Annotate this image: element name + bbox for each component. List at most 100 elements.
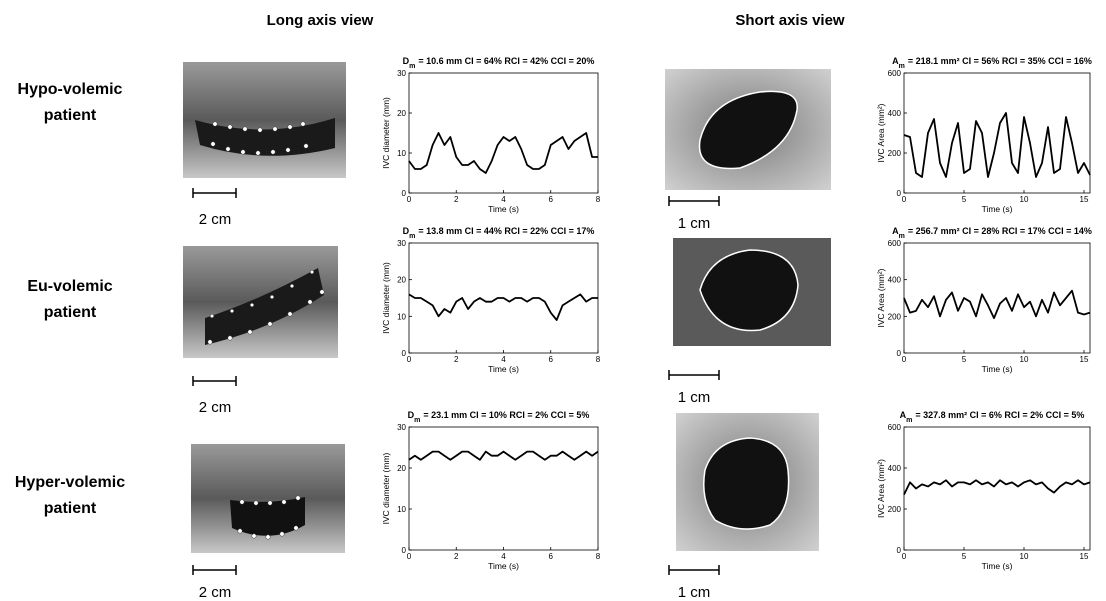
scale-label: 1 cm <box>678 389 711 406</box>
x-tick-label: 15 <box>1080 355 1089 364</box>
y-tick-label: 10 <box>397 149 406 158</box>
y-tick-label: 30 <box>397 69 406 78</box>
title-text: = 13.8 mm CI = 44% RCI = 22% CCI = 17% <box>418 226 594 236</box>
scale-label: 2 cm <box>199 211 232 228</box>
x-tick-label: 0 <box>902 552 907 561</box>
title-symbol: A <box>892 56 899 66</box>
x-tick-label: 5 <box>962 355 967 364</box>
y-tick-label: 400 <box>888 276 902 285</box>
y-axis-label: IVC diameter (mm) <box>381 452 391 524</box>
y-tick-label: 30 <box>397 423 406 432</box>
y-axis-label: IVC Area (mm²) <box>876 459 886 518</box>
x-tick-label: 6 <box>549 552 554 561</box>
x-tick-label: 15 <box>1080 195 1089 204</box>
title-symbol: A <box>892 226 899 236</box>
y-axis-label: IVC Area (mm²) <box>876 268 886 327</box>
title-subscript: m <box>906 417 912 424</box>
title-text: = 23.1 mm CI = 10% RCI = 2% CCI = 5% <box>423 410 589 420</box>
title-subscript: m <box>899 63 905 70</box>
row-label: patient <box>44 304 97 321</box>
y-tick-label: 400 <box>888 464 902 473</box>
title-text: = 10.6 mm CI = 64% RCI = 42% CCI = 20% <box>418 56 594 66</box>
x-axis-label: Time (s) <box>982 204 1013 214</box>
x-tick-label: 10 <box>1020 195 1029 204</box>
x-tick-label: 2 <box>454 355 459 364</box>
y-tick-label: 200 <box>888 149 902 158</box>
x-tick-label: 8 <box>596 355 601 364</box>
x-tick-label: 15 <box>1080 552 1089 561</box>
title-subscript: m <box>409 63 415 70</box>
title-text: = 327.8 mm² CI = 6% RCI = 2% CCI = 5% <box>915 410 1084 420</box>
chart-title: Am = 218.1 mm² CI = 56% RCI = 35% CCI = 1… <box>892 56 1092 70</box>
x-tick-label: 8 <box>596 195 601 204</box>
plot-frame <box>408 72 599 194</box>
plot-frame <box>903 426 1091 551</box>
x-axis-label: Time (s) <box>982 364 1013 374</box>
short-axis-image <box>673 238 831 346</box>
x-tick-label: 0 <box>902 355 907 364</box>
scale-label: 1 cm <box>678 584 711 601</box>
y-tick-label: 0 <box>897 546 902 555</box>
long-axis-image <box>191 444 345 553</box>
y-tick-label: 20 <box>397 464 406 473</box>
y-tick-label: 200 <box>888 505 902 514</box>
short-axis-image <box>665 69 831 190</box>
data-line <box>408 293 598 321</box>
x-tick-label: 5 <box>962 552 967 561</box>
y-tick-label: 600 <box>888 239 902 248</box>
plot-frame <box>408 426 599 551</box>
y-axis-label: IVC diameter (mm) <box>381 262 391 334</box>
y-tick-label: 0 <box>897 349 902 358</box>
y-tick-label: 20 <box>397 109 406 118</box>
y-tick-label: 0 <box>897 189 902 198</box>
x-axis-label: Time (s) <box>488 561 519 571</box>
x-tick-label: 5 <box>962 195 967 204</box>
y-tick-label: 20 <box>397 276 406 285</box>
x-tick-label: 2 <box>454 195 459 204</box>
chart-title: Am = 327.8 mm² CI = 6% RCI = 2% CCI = 5% <box>900 410 1085 424</box>
long-axis-image <box>183 246 338 358</box>
title-text: = 256.7 mm² CI = 28% RCI = 17% CCI = 14% <box>908 226 1092 236</box>
title-symbol: D <box>403 56 410 66</box>
x-tick-label: 10 <box>1020 355 1029 364</box>
title-text: = 218.1 mm² CI = 56% RCI = 35% CCI = 16% <box>908 56 1092 66</box>
x-tick-label: 2 <box>454 552 459 561</box>
title-subscript: m <box>414 417 420 424</box>
x-tick-label: 0 <box>407 552 412 561</box>
chart-title: Dm = 10.6 mm CI = 64% RCI = 42% CCI = 20% <box>403 56 595 70</box>
x-axis-label: Time (s) <box>488 364 519 374</box>
title-symbol: A <box>900 410 907 420</box>
scale-label: 1 cm <box>678 215 711 232</box>
y-tick-label: 10 <box>397 505 406 514</box>
x-tick-label: 0 <box>902 195 907 204</box>
column-header: Short axis view <box>735 12 845 29</box>
x-tick-label: 6 <box>549 355 554 364</box>
x-tick-label: 8 <box>596 552 601 561</box>
row-label: patient <box>44 107 97 124</box>
x-axis-label: Time (s) <box>488 204 519 214</box>
x-tick-label: 4 <box>501 355 506 364</box>
data-line <box>408 132 598 174</box>
row-label: Hyper-volemic <box>15 474 125 491</box>
title-subscript: m <box>899 233 905 240</box>
y-tick-label: 600 <box>888 423 902 432</box>
plot-frame <box>903 72 1091 194</box>
chart-title: Dm = 23.1 mm CI = 10% RCI = 2% CCI = 5% <box>408 410 590 424</box>
y-tick-label: 0 <box>402 189 407 198</box>
chart-title: Dm = 13.8 mm CI = 44% RCI = 22% CCI = 17% <box>403 226 595 240</box>
data-line <box>903 289 1091 320</box>
x-tick-label: 10 <box>1020 552 1029 561</box>
x-tick-label: 4 <box>501 195 506 204</box>
y-tick-label: 0 <box>402 546 407 555</box>
x-tick-label: 6 <box>549 195 554 204</box>
x-tick-label: 0 <box>407 195 412 204</box>
plot-frame <box>903 242 1091 354</box>
chart-title: Am = 256.7 mm² CI = 28% RCI = 17% CCI = 1… <box>892 226 1092 240</box>
column-header: Long axis view <box>267 12 374 29</box>
y-tick-label: 200 <box>888 312 902 321</box>
x-axis-label: Time (s) <box>982 561 1013 571</box>
row-label: Eu-volemic <box>27 278 112 295</box>
y-tick-label: 0 <box>402 349 407 358</box>
short-axis-image <box>676 413 819 551</box>
title-symbol: D <box>403 226 410 236</box>
